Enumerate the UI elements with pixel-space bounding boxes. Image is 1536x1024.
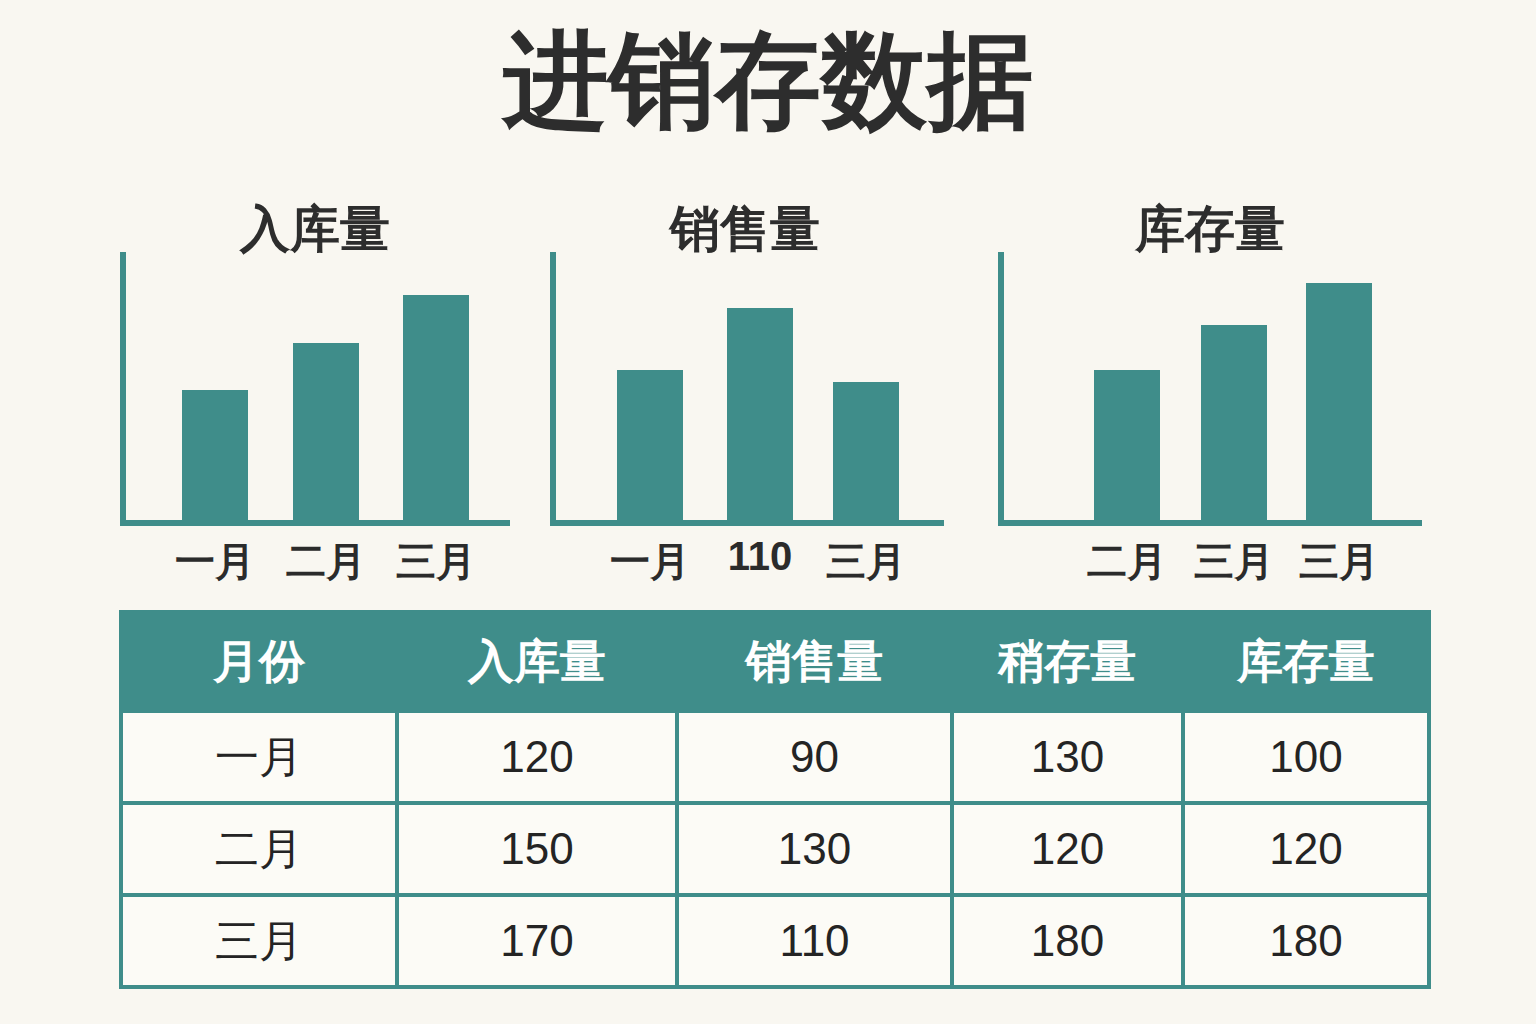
- table-header: 月份入库量销售量稍存量库存量: [121, 612, 1429, 711]
- chart-inventory-plot-area: 二月三月三月: [998, 252, 1422, 526]
- table-cell: 170: [397, 895, 677, 987]
- table-cell: 120: [1183, 803, 1429, 895]
- x-axis-label: 三月: [1194, 534, 1274, 589]
- bar: [727, 308, 793, 520]
- bar: [617, 370, 683, 520]
- x-axis-label: 二月: [286, 534, 366, 589]
- x-axis-label: 110: [728, 534, 793, 579]
- table-cell: 130: [677, 803, 952, 895]
- table-cell: 180: [1183, 895, 1429, 987]
- table-row: 三月170110180180: [121, 895, 1429, 987]
- table-cell: 130: [952, 711, 1183, 803]
- bar: [1306, 283, 1372, 520]
- table-cell: 二月: [121, 803, 397, 895]
- column-header: 库存量: [1183, 612, 1429, 711]
- bar: [403, 295, 469, 520]
- page-title: 进销存数据: [0, 20, 1536, 142]
- table-cell: 三月: [121, 895, 397, 987]
- table-cell: 100: [1183, 711, 1429, 803]
- bar: [1094, 370, 1160, 520]
- x-axis-label: 一月: [610, 534, 690, 589]
- bar: [293, 343, 359, 520]
- chart-inbound-plot-area: 一月二月三月: [120, 252, 510, 526]
- table-cell: 一月: [121, 711, 397, 803]
- table-body: 一月12090130100二月150130120120三月17011018018…: [121, 711, 1429, 987]
- column-header: 销售量: [677, 612, 952, 711]
- table-cell: 150: [397, 803, 677, 895]
- column-header: 稍存量: [952, 612, 1183, 711]
- x-axis-label: 二月: [1087, 534, 1167, 589]
- table-header-row: 月份入库量销售量稍存量库存量: [121, 612, 1429, 711]
- table-cell: 120: [397, 711, 677, 803]
- table-cell: 110: [677, 895, 952, 987]
- table-cell: 120: [952, 803, 1183, 895]
- x-axis-label: 一月: [175, 534, 255, 589]
- x-axis-label: 三月: [826, 534, 906, 589]
- bar: [833, 382, 899, 520]
- column-header: 月份: [121, 612, 397, 711]
- table-row: 二月150130120120: [121, 803, 1429, 895]
- table-cell: 90: [677, 711, 952, 803]
- chart-sales-plot-area: 一月110三月: [550, 252, 944, 526]
- data-table: 月份入库量销售量稍存量库存量 一月12090130100二月1501301201…: [119, 610, 1431, 989]
- table-cell: 180: [952, 895, 1183, 987]
- table-row: 一月12090130100: [121, 711, 1429, 803]
- bar: [182, 390, 248, 520]
- x-axis-label: 三月: [1299, 534, 1379, 589]
- x-axis-label: 三月: [396, 534, 476, 589]
- bar: [1201, 325, 1267, 520]
- column-header: 入库量: [397, 612, 677, 711]
